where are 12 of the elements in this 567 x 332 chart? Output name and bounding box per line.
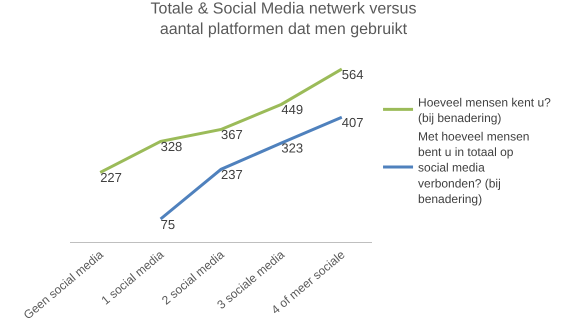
data-label: 367 [221,127,243,142]
legend-label: Met hoeveel mensen bent u in totaal op social media verbonden? (bij benadering) [418,129,530,206]
legend-label: Hoeveel mensen kent u? (bij benadering) [418,95,552,125]
data-label: 323 [281,140,304,156]
data-label: 75 [160,216,176,232]
data-label: 564 [342,66,364,82]
data-label: 328 [160,139,182,154]
data-label: 407 [342,114,364,130]
data-label: 227 [100,170,122,186]
data-label: 449 [281,102,304,118]
chart-title: Totale & Social Media netwerk versus aantal platformen dat men gebruikt [150,0,416,38]
data-label: 237 [221,167,243,182]
